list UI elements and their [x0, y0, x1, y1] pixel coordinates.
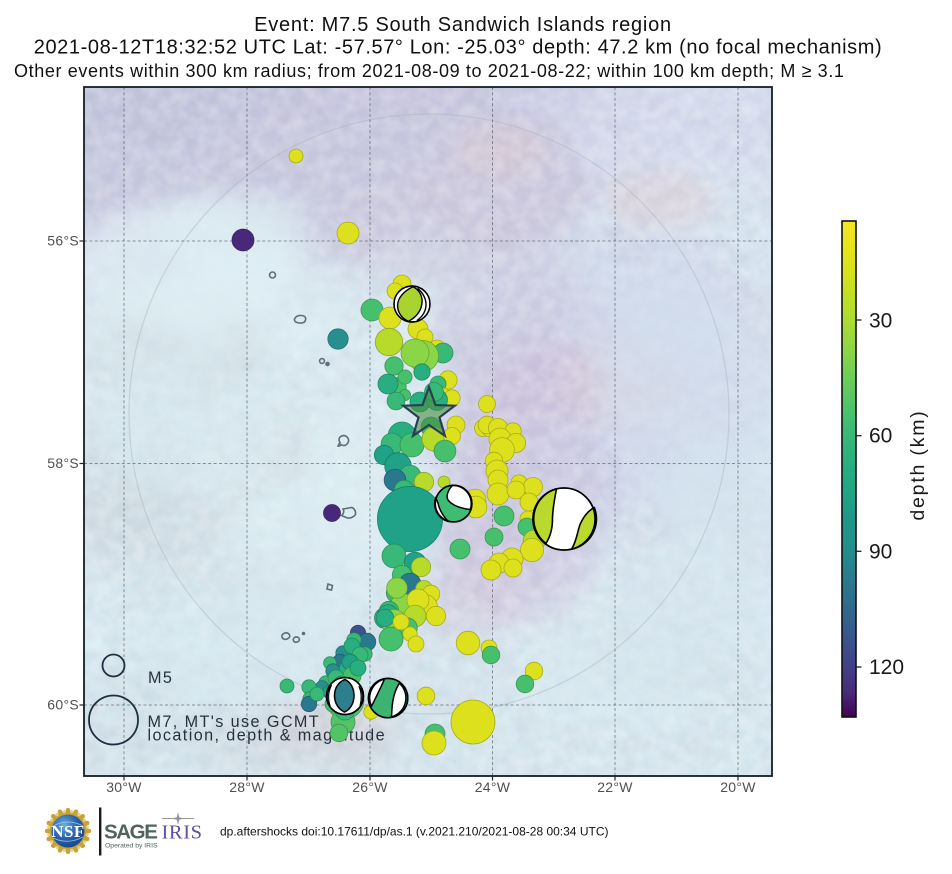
svg-text:IRIS: IRIS	[162, 822, 203, 844]
svg-text:30°W: 30°W	[106, 779, 142, 795]
svg-text:location, depth & magnitude: location, depth & magnitude	[148, 727, 386, 745]
svg-text:22°W: 22°W	[597, 779, 633, 795]
svg-text:58°S: 58°S	[47, 455, 79, 471]
svg-text:90: 90	[869, 540, 892, 563]
svg-text:2021-08-12T18:32:52 UTC Lat: -: 2021-08-12T18:32:52 UTC Lat: -57.57° Lon…	[34, 37, 883, 59]
svg-text:120: 120	[869, 656, 904, 679]
svg-text:depth (km): depth (km)	[907, 409, 929, 520]
svg-text:26°W: 26°W	[352, 779, 388, 795]
svg-text:56°S: 56°S	[47, 233, 79, 249]
svg-text:Other events within 300 km rad: Other events within 300 km radius; from …	[14, 61, 845, 81]
svg-text:60: 60	[869, 425, 892, 448]
svg-text:dp.aftershocks doi:10.17611/dp: dp.aftershocks doi:10.17611/dp/as.1 (v.2…	[220, 825, 608, 839]
svg-text:60°S: 60°S	[47, 697, 79, 713]
svg-text:M5: M5	[148, 669, 173, 687]
svg-text:Operated by IRIS: Operated by IRIS	[105, 843, 158, 850]
svg-text:20°W: 20°W	[720, 779, 756, 795]
svg-text:28°W: 28°W	[229, 779, 265, 795]
svg-text:M7, MT's use GCMT: M7, MT's use GCMT	[148, 713, 321, 731]
svg-text:NSF: NSF	[51, 822, 85, 841]
svg-text:SAGE: SAGE	[104, 821, 157, 844]
svg-text:24°W: 24°W	[475, 779, 511, 795]
svg-text:30: 30	[869, 310, 892, 333]
svg-text:Event: M7.5 South Sandwich Isl: Event: M7.5 South Sandwich Islands regio…	[254, 14, 672, 36]
